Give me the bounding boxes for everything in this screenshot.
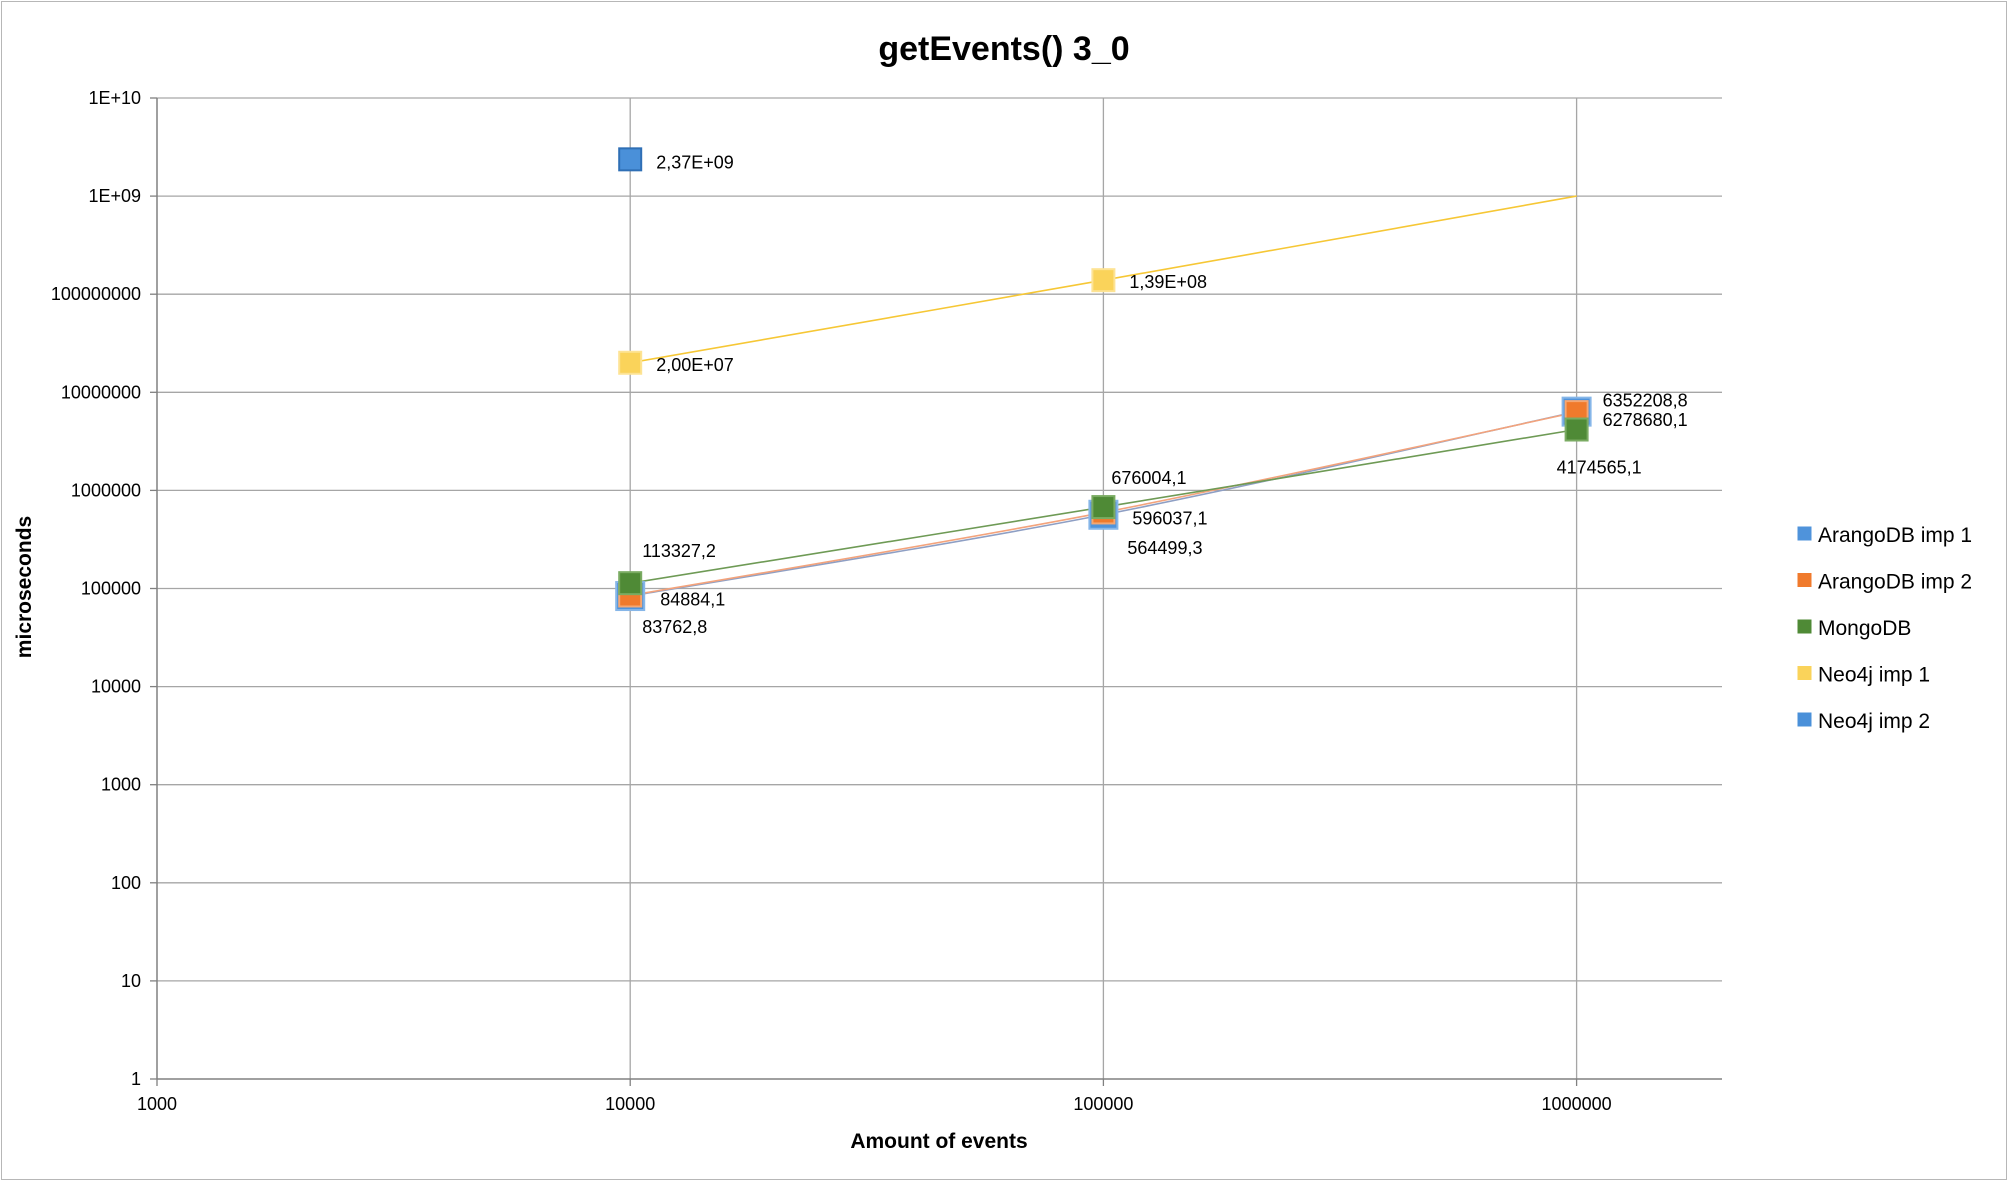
- data-labels: 83762,8 564499,3 6352208,8 84884,1 596037,1 6…: [642, 152, 1687, 637]
- data-label: 1,39E+08: [1129, 272, 1207, 292]
- marker-mongodb: [1564, 417, 1589, 442]
- y-tick-label: 100000: [81, 579, 141, 599]
- y-tick-label: 1E+10: [88, 88, 141, 108]
- y-tick-label: 10000000: [61, 382, 141, 402]
- x-tick-label: 100000: [1073, 1094, 1133, 1114]
- y-tick-label: 1000: [101, 775, 141, 795]
- y-tick-label: 10: [121, 971, 141, 991]
- marker-neo4j-imp-1: [1091, 268, 1116, 293]
- data-label: 596037,1: [1132, 508, 1207, 528]
- legend-swatch: [1796, 572, 1813, 588]
- legend-swatch: [1796, 665, 1813, 681]
- data-label: 6278680,1: [1603, 410, 1688, 430]
- y-tick-label: 100000000: [51, 284, 141, 304]
- legend-label: ArangoDB imp 2: [1818, 571, 1972, 594]
- x-tick-label: 10000: [605, 1094, 655, 1114]
- y-tick-label: 1: [131, 1069, 141, 1089]
- y-tick-label: 1000000: [71, 480, 141, 500]
- data-label: 113327,2: [642, 541, 716, 561]
- legend-swatch: [1796, 618, 1813, 635]
- axes-layer: 1 10 100 1000 10000 100000 1000000 10000000 1000…: [51, 88, 1722, 1114]
- legend-label: MongoDB: [1818, 617, 1911, 640]
- series-markers: [615, 147, 1592, 612]
- x-tick-label: 1000000: [1542, 1094, 1612, 1114]
- marker-neo4j-imp-2: [618, 147, 643, 172]
- data-label: 4174565,1: [1557, 458, 1642, 478]
- data-label: 2,00E+07: [656, 355, 734, 375]
- grid-layer: [157, 97, 1722, 1079]
- marker-neo4j-imp-1: [618, 350, 643, 375]
- legend-swatch: [1796, 711, 1813, 728]
- x-axis-title: Amount of events: [850, 1130, 1027, 1153]
- data-label: 6352208,8: [1603, 391, 1688, 411]
- data-label: 83762,8: [642, 617, 707, 637]
- y-axis-title: microseconds: [13, 516, 36, 658]
- marker-mongodb: [618, 571, 643, 596]
- legend: ArangoDB imp 1 ArangoDB imp 2 MongoDB Neo4j…: [1796, 524, 1972, 733]
- data-label: 676004,1: [1111, 468, 1186, 488]
- legend-swatch: [1796, 525, 1813, 542]
- marker-mongodb: [1091, 495, 1116, 520]
- data-label: 84884,1: [660, 589, 725, 609]
- y-tick-label: 10000: [91, 677, 141, 697]
- legend-label: ArangoDB imp 1: [1818, 524, 1972, 547]
- data-label: 2,37E+09: [656, 152, 734, 172]
- legend-label: Neo4j imp 2: [1818, 710, 1930, 733]
- x-tick-label: 1000: [137, 1094, 177, 1114]
- data-label: 564499,3: [1127, 538, 1202, 558]
- y-tick-label: 100: [111, 873, 141, 893]
- legend-label: Neo4j imp 1: [1818, 664, 1930, 687]
- y-tick-label: 1E+09: [88, 186, 141, 206]
- chart-title: getEvents() 3_0: [878, 30, 1129, 68]
